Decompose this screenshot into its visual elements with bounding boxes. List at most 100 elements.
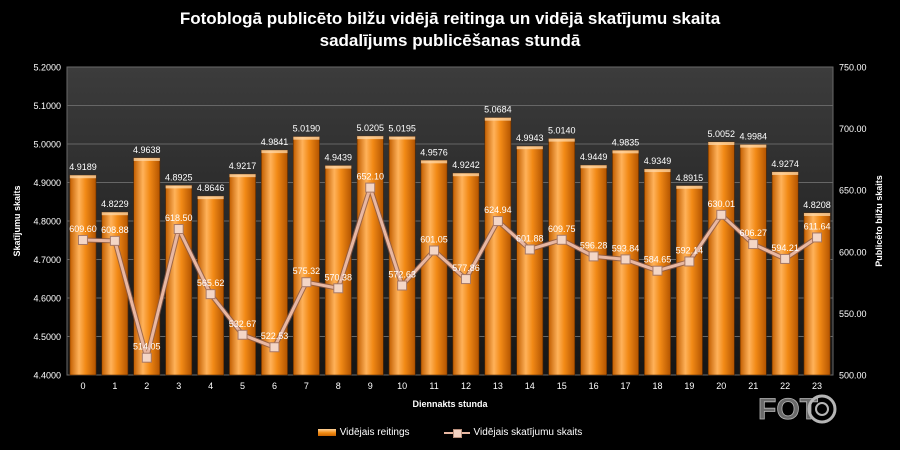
line-value-label: 618.50: [165, 213, 193, 223]
line-value-label: 514.05: [133, 342, 161, 352]
line-marker: [173, 224, 184, 235]
line-marker: [620, 254, 631, 265]
line-marker: [748, 239, 759, 250]
chart-title-line-1: Fotoblogā publicēto bilžu vidējā reiting…: [179, 9, 721, 28]
y-left-tick-label: 4.8000: [33, 217, 61, 227]
y-left-tick-label: 5.2000: [33, 63, 61, 73]
x-tick-label: 5: [240, 381, 245, 391]
legend-item-views: Vidējais skatījumu skaits: [443, 427, 583, 438]
legend-swatch-bar: [317, 429, 336, 436]
line-value-label: 652.10: [356, 172, 384, 182]
x-tick-label: 19: [684, 381, 694, 391]
y-left-axis-title: Skatījumu skaits: [12, 185, 22, 256]
line-marker: [333, 283, 344, 294]
foto-logo-lens-inner: [815, 402, 829, 416]
line-value-label: 570.38: [325, 272, 353, 282]
bar-value-label: 4.9576: [420, 147, 448, 157]
bar-top: [548, 138, 575, 142]
y-left-tick-label: 4.5000: [33, 332, 61, 342]
bar-top: [676, 185, 703, 189]
bar-top: [229, 174, 256, 178]
bar-top: [580, 165, 607, 169]
x-tick-label: 7: [304, 381, 309, 391]
bar-value-label: 4.9217: [229, 161, 257, 171]
bar-top: [420, 160, 448, 164]
line-value-label: 601.88: [516, 233, 544, 243]
bar-top: [740, 144, 767, 148]
bar-top: [708, 141, 735, 145]
bar-top: [197, 196, 224, 200]
line-value-label: 624.94: [484, 205, 512, 215]
bar-top: [389, 136, 416, 140]
bar-value-label: 4.8646: [197, 183, 225, 193]
line-value-label: 532.67: [229, 319, 257, 329]
legend-label-views: Vidējais skatījumu skaits: [473, 427, 583, 438]
bar: [675, 185, 703, 376]
y-right-tick-label: 500.00: [839, 371, 867, 381]
bar-top: [357, 136, 384, 140]
x-tick-label: 23: [812, 381, 822, 391]
bar-top: [165, 185, 192, 189]
line-marker: [652, 265, 663, 276]
y-right-tick-label: 650.00: [839, 186, 867, 196]
line-marker: [365, 182, 376, 193]
bar: [197, 195, 225, 376]
line-value-label: 606.27: [739, 228, 767, 238]
y-left-tick-label: 4.6000: [33, 294, 61, 304]
y-left-tick-label: 4.9000: [33, 178, 61, 188]
y-left-tick-label: 5.1000: [33, 101, 61, 111]
line-value-label: 608.88: [101, 225, 129, 235]
bar-value-label: 4.9242: [452, 160, 480, 170]
legend-item-rating: Vidējais reitings: [317, 427, 410, 438]
bar: [548, 138, 576, 376]
line-value-label: 609.75: [548, 224, 576, 234]
x-tick-label: 1: [112, 381, 117, 391]
line-marker: [77, 234, 88, 245]
line-marker: [397, 280, 408, 291]
bar-top: [516, 146, 543, 150]
x-tick-label: 15: [557, 381, 567, 391]
legend-swatch-line: [443, 428, 470, 438]
line-marker: [588, 251, 599, 262]
bar-top: [803, 212, 831, 216]
line-marker: [205, 289, 216, 300]
x-tick-label: 16: [589, 381, 599, 391]
line-marker: [109, 235, 120, 246]
bar: [229, 173, 256, 376]
bar-value-label: 4.8915: [676, 173, 704, 183]
chart-title-line-2: sadalījums publicēšanas stundā: [319, 31, 581, 50]
bar-top: [261, 150, 288, 154]
line-marker: [524, 244, 535, 255]
bar-value-label: 4.8229: [101, 199, 129, 209]
bar-value-label: 5.0052: [708, 129, 736, 139]
bar-top: [772, 171, 799, 175]
bar-top: [612, 150, 639, 154]
bar: [771, 171, 799, 376]
chart-legend: Vidējais reitings Vidējais skatījumu ska…: [0, 427, 900, 438]
bar: [707, 141, 735, 376]
bar-value-label: 4.9943: [516, 133, 544, 143]
line-marker: [716, 209, 727, 220]
bar: [69, 174, 97, 376]
y-left-tick-label: 4.7000: [33, 255, 61, 265]
x-tick-label: 10: [397, 381, 407, 391]
line-value-label: 584.65: [644, 255, 672, 265]
bar-value-label: 4.9189: [69, 162, 97, 172]
x-tick-label: 4: [208, 381, 213, 391]
bar-top: [644, 169, 671, 173]
bar-top: [484, 117, 511, 121]
line-value-label: 522.53: [261, 331, 289, 341]
line-marker: [460, 274, 471, 285]
foto-logo: FOT: [758, 393, 837, 426]
bar-value-label: 5.0140: [548, 126, 576, 136]
x-tick-label: 2: [144, 381, 149, 391]
x-tick-label: 17: [621, 381, 631, 391]
y-right-tick-label: 550.00: [839, 309, 867, 319]
line-marker: [301, 277, 312, 288]
bar-value-label: 4.9349: [644, 156, 672, 166]
foto-logo-text: FOT: [758, 393, 818, 426]
x-tick-label: 21: [748, 381, 758, 391]
line-value-label: 593.84: [612, 243, 640, 253]
bar: [165, 185, 193, 376]
